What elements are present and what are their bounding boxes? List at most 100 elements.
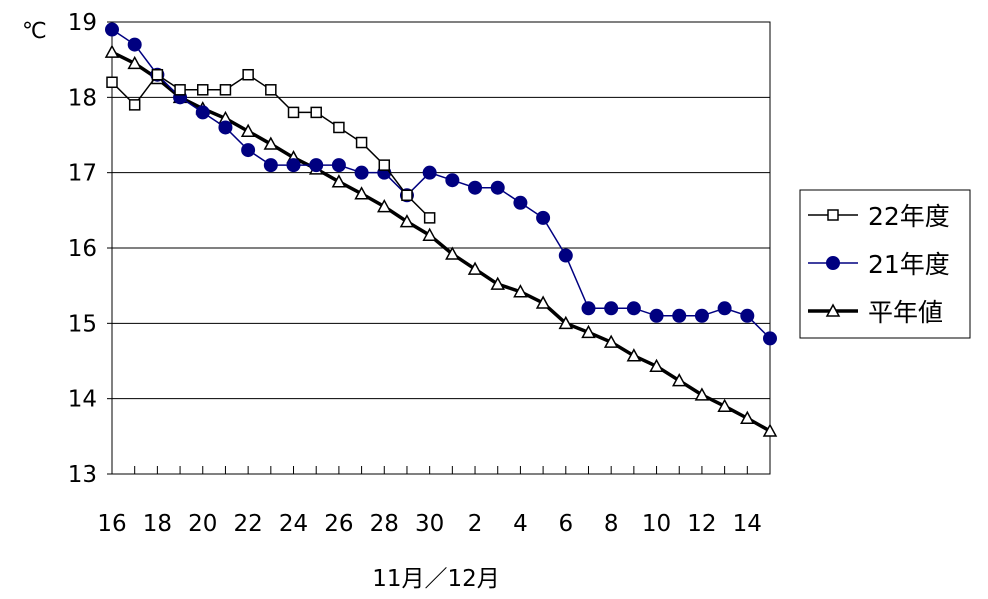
data-point xyxy=(309,158,324,173)
x-axis-title: 11月／12月 xyxy=(372,566,500,592)
data-point xyxy=(242,68,254,81)
legend-marker xyxy=(825,303,841,317)
x-tick-label: 26 xyxy=(324,511,353,537)
data-point xyxy=(604,301,619,316)
data-point xyxy=(265,84,277,96)
series-line xyxy=(111,28,771,339)
data-point xyxy=(423,212,436,224)
data-point xyxy=(354,186,369,200)
data-point xyxy=(378,159,391,171)
data-point xyxy=(490,180,505,195)
data-point xyxy=(626,301,641,316)
series-line xyxy=(111,50,771,433)
data-point xyxy=(105,22,119,37)
legend-label: 22年度 xyxy=(868,202,950,231)
data-point xyxy=(287,106,300,119)
y-tick-label: 17 xyxy=(68,161,97,187)
y-tick-label: 15 xyxy=(68,311,97,337)
data-point xyxy=(672,308,687,323)
x-tick-label: 10 xyxy=(642,511,671,537)
data-point xyxy=(626,348,642,362)
x-tick-label: 2 xyxy=(468,511,483,537)
data-point xyxy=(513,195,528,210)
data-point xyxy=(649,308,664,323)
series-2 xyxy=(104,44,778,437)
data-point xyxy=(649,358,664,373)
data-point xyxy=(581,324,596,339)
y-tick-label: 14 xyxy=(68,387,97,413)
data-point xyxy=(445,173,460,188)
data-point xyxy=(694,387,710,401)
data-point xyxy=(740,410,755,425)
data-point xyxy=(401,189,413,202)
data-point xyxy=(104,44,120,58)
series-group xyxy=(104,22,778,437)
data-point xyxy=(763,331,777,346)
legend-label: 21年度 xyxy=(868,250,950,279)
x-tick-label: 4 xyxy=(513,511,528,537)
data-point xyxy=(717,398,732,412)
data-point xyxy=(310,106,322,119)
legend-label: 平年値 xyxy=(868,298,943,327)
grid-lines xyxy=(112,96,770,400)
x-tick-label: 6 xyxy=(558,511,573,537)
data-point xyxy=(422,227,437,241)
x-tick-label: 20 xyxy=(188,511,217,537)
data-point xyxy=(286,158,301,173)
data-point xyxy=(218,120,233,135)
data-point xyxy=(127,37,142,52)
y-tick-label: 13 xyxy=(68,462,97,488)
data-point xyxy=(581,301,596,316)
data-point xyxy=(333,121,345,134)
y-tick-label: 16 xyxy=(68,236,97,262)
data-point xyxy=(331,158,346,173)
data-point xyxy=(355,136,368,149)
data-point xyxy=(467,261,483,275)
x-tick-label: 22 xyxy=(233,511,262,537)
x-tick-label: 30 xyxy=(415,511,444,537)
x-axis: 16 18 20 22 24 26 28 30 2 4 6 8 10 12 14 xyxy=(97,466,771,537)
data-point xyxy=(535,295,551,309)
x-tick-label: 14 xyxy=(733,511,762,537)
x-tick-label: 18 xyxy=(143,511,172,537)
y-tick-label: 19 xyxy=(68,10,97,36)
series-1 xyxy=(105,22,777,346)
data-point xyxy=(354,165,369,180)
x-tick-label: 16 xyxy=(97,511,126,537)
data-point xyxy=(174,84,186,96)
data-point xyxy=(536,210,551,225)
y-axis-unit: ℃ xyxy=(22,19,47,44)
data-point xyxy=(513,284,528,298)
x-tick-label: 12 xyxy=(687,511,716,537)
x-tick-label: 28 xyxy=(370,511,399,537)
series-0 xyxy=(106,68,436,224)
data-point xyxy=(241,143,256,158)
x-tick-label: 24 xyxy=(279,511,308,537)
data-point xyxy=(127,55,142,70)
x-tick-label: 8 xyxy=(604,511,619,537)
y-tick-label: 18 xyxy=(68,85,97,111)
data-point xyxy=(240,123,256,137)
data-point xyxy=(558,315,574,330)
data-point xyxy=(671,373,687,387)
legend-marker xyxy=(827,209,839,221)
data-point xyxy=(399,214,415,228)
data-point xyxy=(717,301,732,316)
data-point xyxy=(128,99,141,111)
data-point xyxy=(490,276,505,290)
data-point xyxy=(106,76,118,89)
data-point xyxy=(263,136,279,150)
data-point xyxy=(219,84,232,96)
data-point xyxy=(195,105,210,120)
data-point xyxy=(331,174,347,188)
data-point xyxy=(263,158,278,173)
data-point xyxy=(740,308,755,323)
data-point xyxy=(445,246,460,260)
data-point xyxy=(197,84,209,96)
data-point xyxy=(603,334,619,348)
data-point xyxy=(151,68,164,81)
data-point xyxy=(377,199,392,213)
data-point xyxy=(762,423,778,437)
legend-marker xyxy=(826,256,840,270)
